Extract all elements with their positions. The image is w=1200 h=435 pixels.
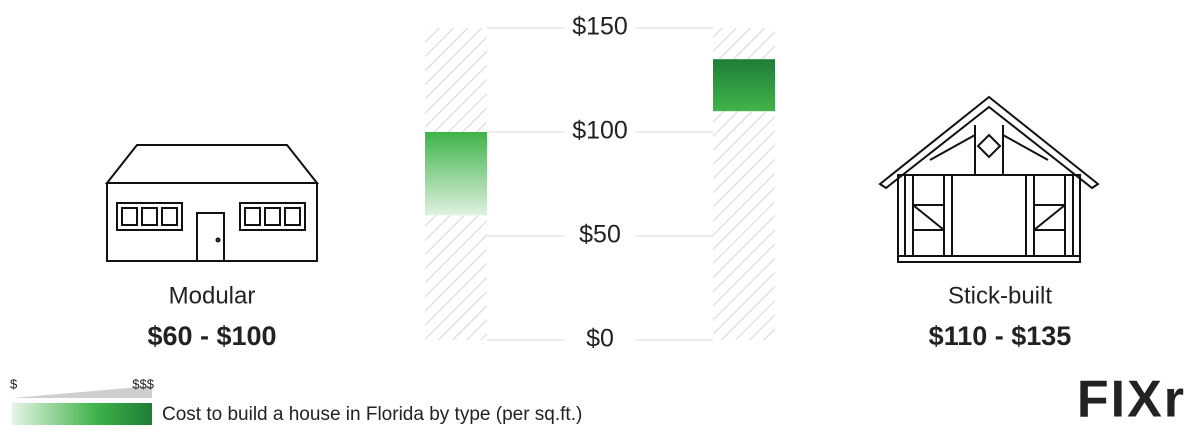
range-bar xyxy=(425,132,487,216)
value-label: $110 - $135 xyxy=(929,321,1072,351)
tick-label-bg xyxy=(565,326,635,354)
stick-built-house-icon xyxy=(878,95,1100,263)
range-bar xyxy=(713,59,775,112)
y-tick-label: $0 xyxy=(586,325,614,353)
legend-gradient xyxy=(12,403,152,425)
tick-label-bg xyxy=(565,222,635,250)
legend-high-label: $$$ xyxy=(132,376,154,391)
legend-wedge xyxy=(12,386,152,398)
caption: Cost to build a house in Florida by type… xyxy=(162,404,582,425)
legend-low-label: $ xyxy=(10,376,18,391)
y-tick-label: $100 xyxy=(572,117,628,145)
y-tick-label: $50 xyxy=(579,221,621,249)
modular-house-icon xyxy=(104,144,320,262)
category-label: Modular xyxy=(169,282,256,309)
value-label: $60 - $100 xyxy=(147,321,276,351)
logo: FIXr xyxy=(1077,371,1186,429)
category-label: Stick-built xyxy=(948,282,1052,309)
tick-label-bg xyxy=(565,14,635,42)
tick-label-bg xyxy=(565,118,635,146)
y-tick-label: $150 xyxy=(572,13,628,41)
